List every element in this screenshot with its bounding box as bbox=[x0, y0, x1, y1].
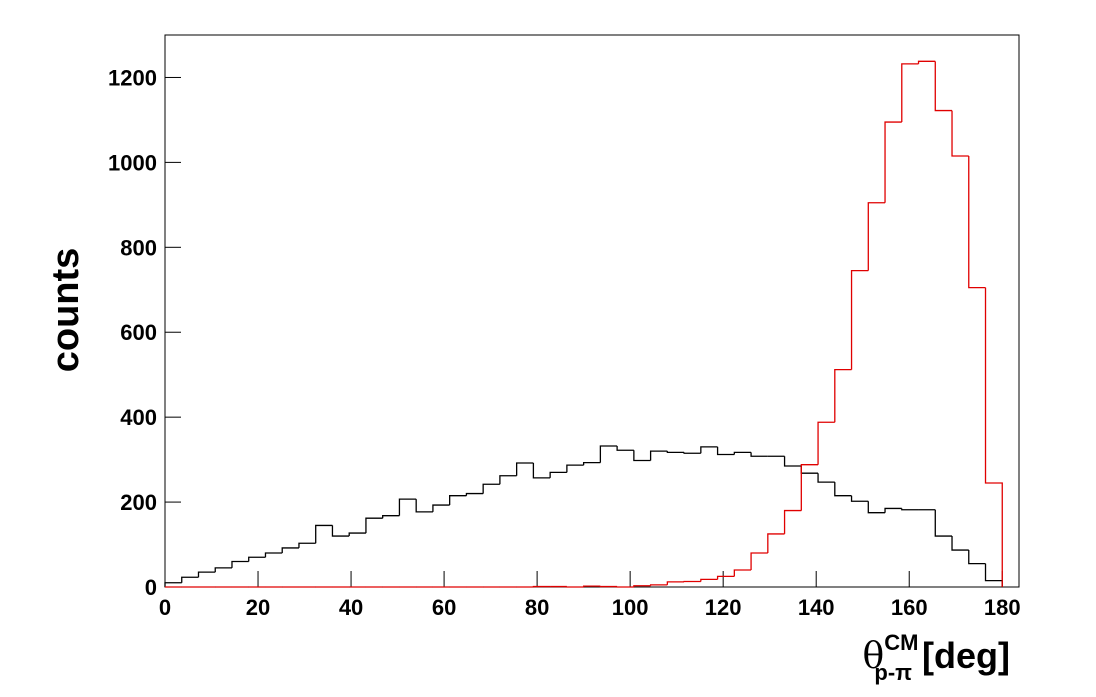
y-tick-label: 800 bbox=[120, 235, 157, 260]
histogram-bin bbox=[902, 508, 919, 509]
histogram-bin bbox=[316, 525, 333, 543]
x-title-sup: CM bbox=[884, 630, 918, 655]
histogram-bin bbox=[818, 422, 835, 464]
histogram-bin bbox=[986, 288, 1003, 587]
y-tick-label: 400 bbox=[120, 405, 157, 430]
histogram-bin bbox=[533, 463, 550, 478]
histogram-bin bbox=[868, 501, 885, 512]
x-tick-label: 80 bbox=[525, 595, 549, 620]
x-tick-label: 100 bbox=[612, 595, 649, 620]
histogram-bin bbox=[718, 447, 735, 455]
histogram-bin bbox=[885, 508, 902, 512]
histogram-bin bbox=[835, 482, 852, 496]
histogram-bin bbox=[282, 548, 299, 553]
histogram-bin bbox=[332, 525, 349, 536]
histogram-bin bbox=[969, 550, 986, 564]
histogram-bin bbox=[785, 456, 802, 466]
histogram-bin bbox=[617, 446, 634, 450]
histogram-bin bbox=[584, 463, 601, 466]
histogram-bin bbox=[902, 64, 919, 122]
histogram-bin bbox=[969, 156, 986, 288]
histogram-bin bbox=[935, 61, 952, 110]
histogram-bin bbox=[265, 553, 282, 557]
histogram-bin bbox=[919, 61, 936, 64]
y-axis-title: counts bbox=[45, 248, 87, 373]
histogram-bin bbox=[734, 452, 751, 454]
x-tick-label: 40 bbox=[339, 595, 363, 620]
histogram-bin bbox=[634, 450, 651, 460]
histogram-bin bbox=[215, 568, 232, 572]
histogram-bin bbox=[667, 451, 684, 452]
histogram-bin bbox=[433, 505, 450, 512]
histogram-bin bbox=[232, 562, 249, 568]
histogram-bin bbox=[835, 370, 852, 423]
y-tick-label: 1000 bbox=[108, 150, 157, 175]
histogram-bin bbox=[550, 472, 567, 478]
x-title-sub: p-π bbox=[874, 660, 912, 685]
x-title-unit: [deg] bbox=[922, 635, 1010, 676]
histogram-bin bbox=[500, 476, 517, 484]
x-tick-label: 120 bbox=[705, 595, 742, 620]
x-tick-label: 60 bbox=[432, 595, 456, 620]
histogram-bin bbox=[751, 553, 768, 570]
histogram-bin bbox=[182, 577, 199, 583]
histogram-bin bbox=[366, 518, 383, 533]
histogram-bin bbox=[935, 510, 952, 536]
histogram-bin bbox=[718, 576, 735, 579]
histogram-bin bbox=[768, 534, 785, 553]
histogram-bin bbox=[198, 572, 215, 577]
y-tick-label: 0 bbox=[145, 575, 157, 600]
histogram-bin bbox=[567, 465, 584, 472]
histogram-bin bbox=[450, 496, 467, 505]
histogram-bin bbox=[801, 465, 818, 511]
histogram-bin bbox=[885, 122, 902, 203]
histogram-bin bbox=[852, 496, 869, 502]
x-tick-label: 140 bbox=[798, 595, 835, 620]
histogram-bin bbox=[684, 452, 701, 453]
histogram-bin bbox=[299, 543, 316, 548]
histogram-bin bbox=[818, 473, 835, 482]
histogram-bin bbox=[466, 494, 483, 496]
histogram-bin bbox=[483, 484, 500, 493]
histogram-bin bbox=[701, 447, 718, 453]
histogram-bin bbox=[517, 463, 534, 476]
x-tick-label: 20 bbox=[246, 595, 270, 620]
histogram-bin bbox=[399, 499, 416, 516]
x-tick-label: 160 bbox=[891, 595, 928, 620]
histogram-bin bbox=[785, 511, 802, 534]
histogram-bin bbox=[651, 451, 668, 460]
histogram-bin bbox=[868, 203, 885, 271]
histogram-bin bbox=[986, 564, 1003, 587]
x-tick-label: 180 bbox=[984, 595, 1021, 620]
histogram-bin bbox=[349, 533, 366, 536]
histogram-bin bbox=[852, 271, 869, 370]
histogram-bin bbox=[952, 536, 969, 550]
plot-frame bbox=[165, 35, 1019, 587]
histogram-bin bbox=[734, 570, 751, 576]
histogram-bin bbox=[801, 466, 818, 473]
histogram-bin bbox=[383, 516, 400, 519]
y-tick-label: 1200 bbox=[108, 65, 157, 90]
histogram-bin bbox=[952, 111, 969, 156]
histogram-bin bbox=[667, 582, 684, 585]
histogram-bin bbox=[751, 452, 768, 456]
histogram-bin bbox=[651, 585, 668, 586]
x-tick-label: 0 bbox=[159, 595, 171, 620]
y-tick-label: 600 bbox=[120, 320, 157, 345]
histogram-bin bbox=[600, 446, 617, 463]
histogram-bin bbox=[701, 579, 718, 581]
histogram-bin bbox=[249, 557, 266, 561]
y-tick-label: 200 bbox=[120, 490, 157, 515]
histogram-bin bbox=[416, 499, 433, 512]
